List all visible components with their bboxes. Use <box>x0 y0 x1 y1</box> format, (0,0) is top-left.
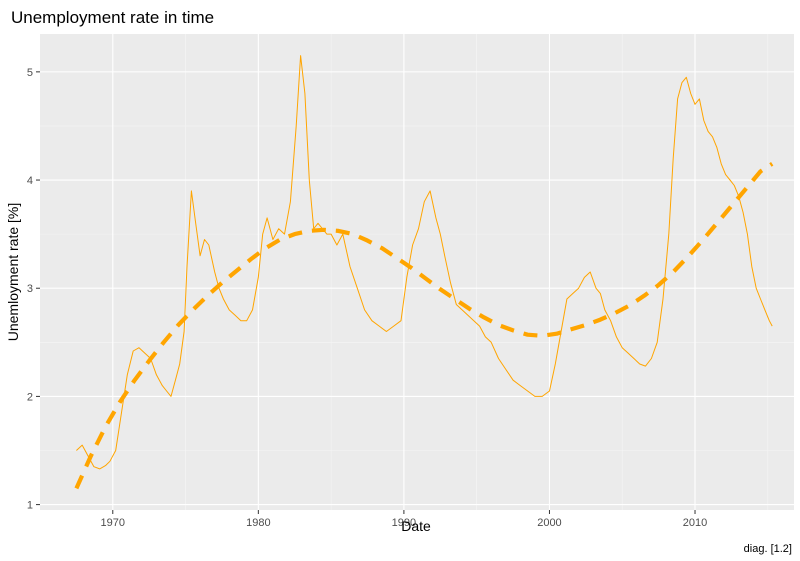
x-tick-label: 1970 <box>101 517 125 529</box>
x-tick-label: 2010 <box>683 517 707 529</box>
chart-title: Unemployment rate in time <box>11 8 214 27</box>
x-axis-title: Date <box>401 518 431 534</box>
chart-caption: diag. [1.2] <box>744 543 792 555</box>
series-lines <box>74 55 774 490</box>
y-axis-title: Unemloyment rate [%] <box>5 203 21 342</box>
trend-line <box>74 162 774 490</box>
grid-major <box>40 34 794 510</box>
y-axis-ticks: 1 2 3 4 5 <box>27 67 40 512</box>
plot-panel <box>40 34 794 510</box>
x-tick-label: 1990 <box>392 517 416 529</box>
y-tick-label: 5 <box>27 67 33 79</box>
y-tick-label: 1 <box>27 500 33 512</box>
y-tick-label: 2 <box>27 391 33 403</box>
x-tick-label: 1980 <box>246 517 270 529</box>
y-tick-label: 4 <box>27 175 33 187</box>
x-tick-label: 2000 <box>537 517 561 529</box>
unemployment-line <box>76 55 773 470</box>
x-axis-ticks: 1970 1980 1990 2000 2010 <box>101 510 707 529</box>
y-tick-label: 3 <box>27 283 33 295</box>
